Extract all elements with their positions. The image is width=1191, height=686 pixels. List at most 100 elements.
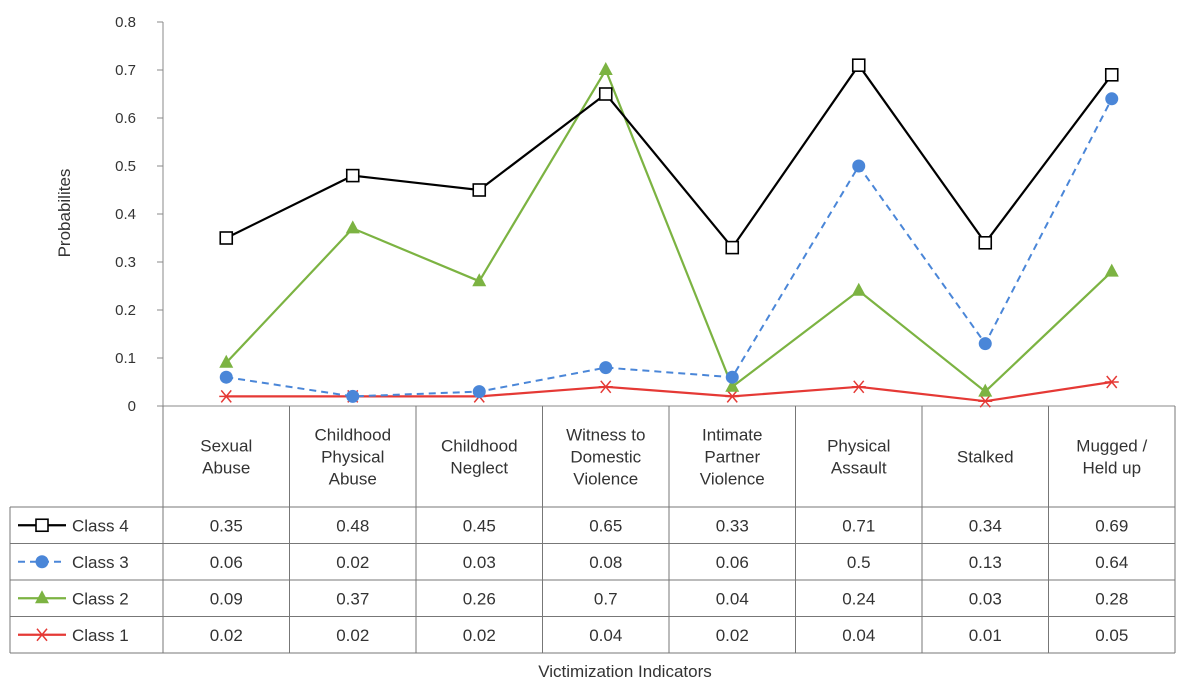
data-point	[472, 183, 487, 197]
table-cell-value: 0.33	[716, 516, 749, 535]
data-point	[725, 389, 740, 403]
series-line-class-3	[226, 98, 1113, 398]
data-point	[852, 159, 866, 173]
data-point	[472, 273, 487, 287]
series-line-class-2	[225, 67, 1113, 394]
data-point	[598, 380, 613, 394]
data-point	[978, 337, 992, 351]
data-point	[1104, 375, 1119, 389]
table-cell-value: 0.26	[463, 589, 496, 608]
category-label: Witness to	[566, 426, 645, 445]
table-cell-value: 0.09	[210, 589, 243, 608]
table-cell-value: 0.02	[336, 626, 369, 645]
data-point	[978, 383, 993, 397]
category-label: Physical	[827, 437, 890, 456]
data-point	[598, 87, 613, 101]
table-cell-value: 0.03	[969, 589, 1002, 608]
category-label: Assault	[831, 459, 887, 478]
table-cell-value: 0.06	[716, 553, 749, 572]
data-point	[725, 370, 739, 384]
data-point	[599, 361, 613, 375]
data-point	[598, 62, 613, 75]
table-cell-value: 0.69	[1095, 516, 1128, 535]
table-cell-value: 0.01	[969, 626, 1002, 645]
table-cell-value: 0.04	[842, 626, 875, 645]
table-cell-value: 0.08	[589, 553, 622, 572]
category-label: Violence	[700, 470, 765, 489]
table-cell-value: 0.02	[210, 626, 243, 645]
data-point	[346, 389, 360, 403]
x-axis-title: Victimization Indicators	[538, 662, 712, 681]
data-point	[978, 236, 993, 250]
table-cell-value: 0.02	[336, 553, 369, 572]
y-tick-label: 0.4	[115, 206, 136, 223]
table-cell-value: 0.04	[589, 626, 622, 645]
data-point	[219, 231, 234, 245]
table-cell-value: 0.35	[210, 516, 243, 535]
series-line-class-4	[225, 63, 1113, 250]
axes: 0 0.1 0.2 0.3 0.4 0.5 0.6 0.7 0.8	[115, 14, 1175, 415]
data-point	[1104, 263, 1119, 277]
category-label: Physical	[321, 448, 384, 467]
data-table: Sexual Abuse Childhood Physical Abuse Childho…	[9, 406, 1176, 654]
data-point	[725, 240, 740, 255]
category-label: Mugged /	[1076, 437, 1147, 456]
legend-key-marker	[35, 555, 49, 569]
legend-label: Class 2	[72, 589, 129, 608]
category-label: Intimate	[702, 426, 762, 445]
data-point	[978, 394, 993, 408]
y-tick-label: 0.3	[115, 254, 136, 271]
data-point	[345, 168, 360, 183]
legend-label: Class 1	[72, 626, 129, 645]
table-cell-value: 0.06	[210, 553, 243, 572]
table-cell-value: 0.03	[463, 553, 496, 572]
table-cell-value: 0.64	[1095, 553, 1128, 572]
category-label: Sexual	[200, 437, 252, 456]
data-point	[851, 58, 866, 73]
legend-key-marker	[35, 518, 49, 533]
table-cell-value: 0.24	[842, 589, 875, 608]
table-cell-value: 0.28	[1095, 589, 1128, 608]
y-tick-label: 0	[128, 398, 136, 415]
y-tick-label: 0.8	[115, 14, 136, 31]
category-label: Partner	[704, 448, 760, 467]
data-point	[851, 380, 866, 394]
data-point	[345, 220, 360, 234]
legend-label: Class 3	[72, 553, 129, 572]
data-point	[219, 389, 234, 403]
table-cell-value: 0.37	[336, 589, 369, 608]
data-point	[1104, 68, 1119, 82]
data-point	[219, 354, 234, 368]
category-label: Abuse	[329, 470, 377, 489]
table-cell-value: 0.05	[1095, 626, 1128, 645]
table-cell-value: 0.5	[847, 553, 871, 572]
category-label: Held up	[1082, 459, 1141, 478]
category-label: Domestic	[570, 448, 641, 467]
category-label: Childhood	[441, 437, 518, 456]
y-tick-label: 0.1	[115, 350, 136, 367]
table-cell-value: 0.02	[463, 626, 496, 645]
data-point	[472, 385, 486, 399]
y-tick-label: 0.6	[115, 110, 136, 127]
y-axis-title: Probabilites	[55, 169, 74, 258]
table-cell-value: 0.71	[842, 516, 875, 535]
data-point	[725, 378, 740, 392]
category-label: Childhood	[314, 426, 391, 445]
table-cell-value: 0.02	[716, 626, 749, 645]
category-label: Stalked	[957, 448, 1014, 467]
category-label: Neglect	[450, 459, 508, 478]
table-cell-value: 0.45	[463, 516, 496, 535]
table-cell-value: 0.7	[594, 589, 618, 608]
y-tick-label: 0.7	[115, 62, 136, 79]
y-tick-label: 0.2	[115, 302, 136, 319]
table-cell-value: 0.34	[969, 516, 1002, 535]
series-lines	[219, 58, 1119, 408]
category-label: Violence	[573, 470, 638, 489]
table-cell-value: 0.65	[589, 516, 622, 535]
series-line-class-1	[226, 380, 1112, 403]
data-point	[219, 370, 233, 384]
legend-key-marker	[35, 628, 49, 642]
category-label: Abuse	[202, 459, 250, 478]
y-tick-label: 0.5	[115, 158, 136, 175]
data-point	[1105, 92, 1119, 106]
